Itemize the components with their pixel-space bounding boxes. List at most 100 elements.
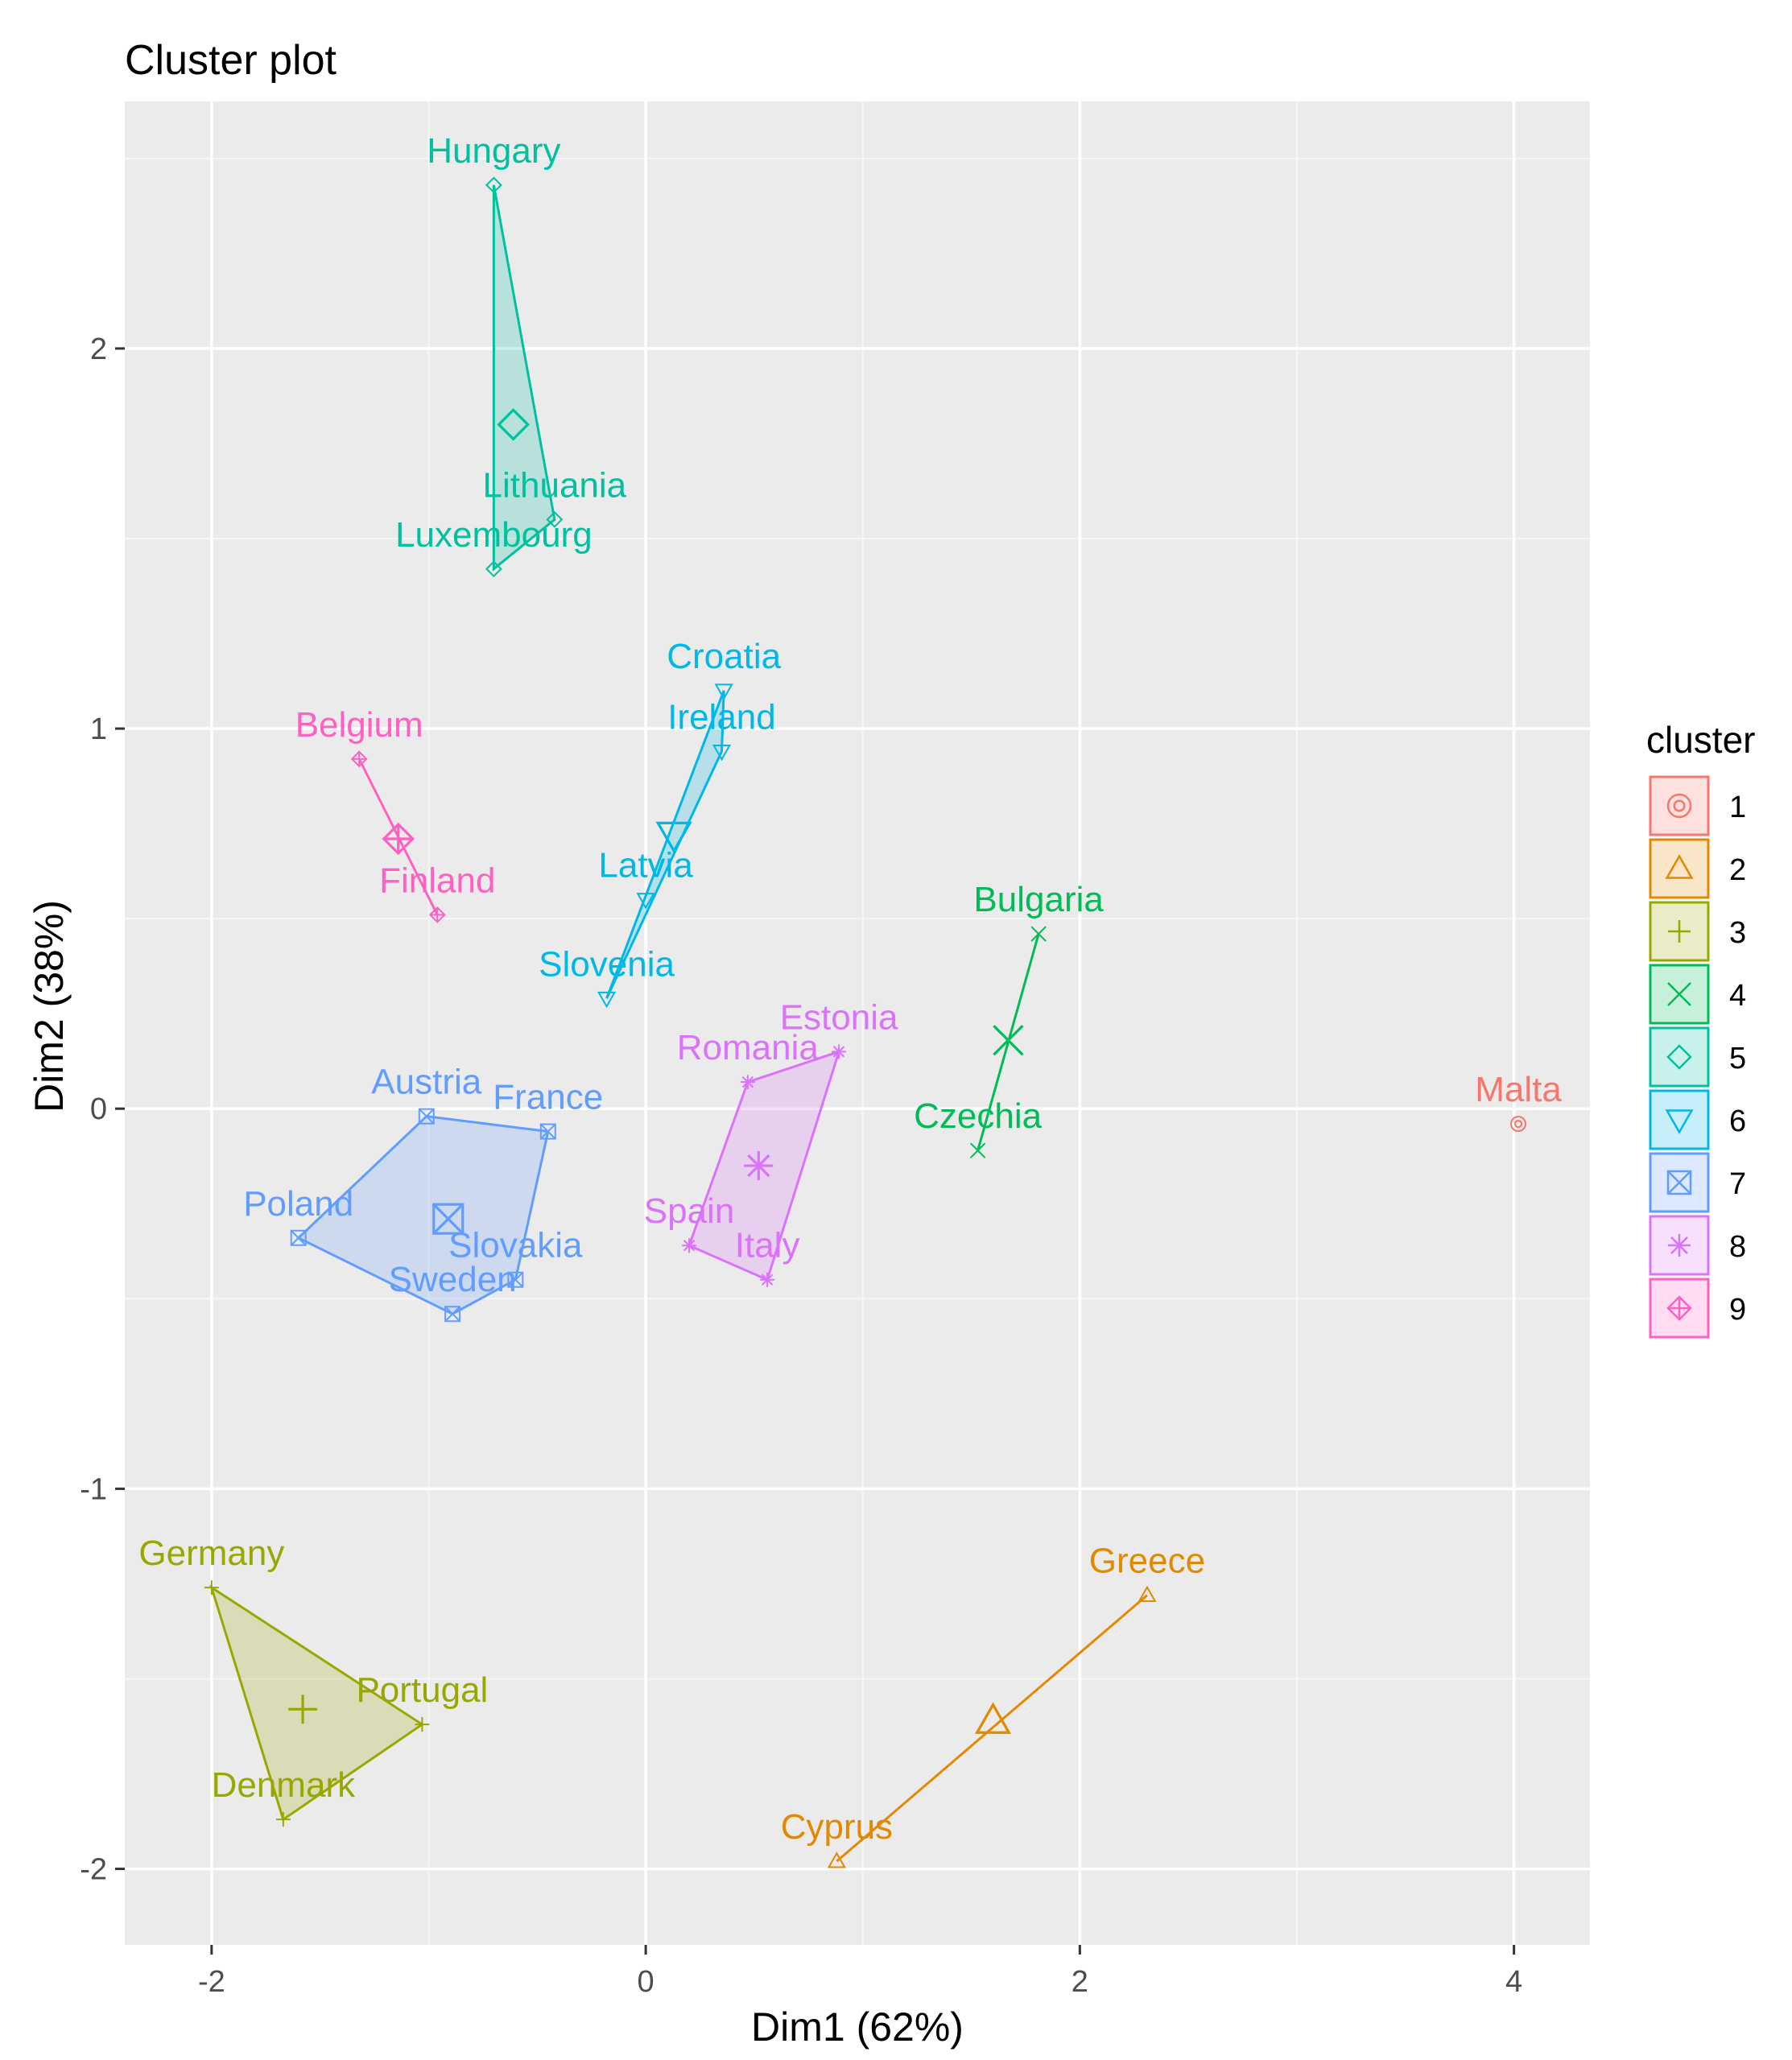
legend-label: 8 xyxy=(1729,1230,1746,1264)
marker-x xyxy=(993,1025,1024,1056)
legend-key-1: 1 xyxy=(1649,775,1746,836)
cluster-center-4 xyxy=(993,1025,1024,1056)
marker-x xyxy=(1667,982,1691,1006)
marker-ring xyxy=(1666,793,1692,819)
y-tick-label: -2 xyxy=(80,1853,107,1887)
point-czechia xyxy=(969,1142,986,1158)
label-lithuania: Lithuania xyxy=(483,465,627,505)
cluster-center-8 xyxy=(744,1151,774,1181)
label-romania: Romania xyxy=(677,1028,820,1067)
cluster-center-7 xyxy=(432,1203,465,1235)
point-portugal xyxy=(415,1717,430,1732)
marker-diamond-plus xyxy=(1668,1297,1691,1319)
point-italy xyxy=(760,1272,775,1287)
marker-triangle-down xyxy=(1665,1109,1694,1134)
marker-square-cross xyxy=(540,1123,556,1140)
label-denmark: Denmark xyxy=(212,1765,356,1805)
marker-diamond-plus xyxy=(430,907,445,923)
marker-square-cross xyxy=(290,1230,307,1246)
marker-square-cross xyxy=(432,1203,464,1235)
legend-key-6: 6 xyxy=(1649,1089,1746,1150)
point-luxembourg xyxy=(485,560,502,578)
cluster-center-2 xyxy=(974,1702,1012,1734)
point-finland xyxy=(428,906,446,923)
major-gridlines xyxy=(125,101,1590,1945)
cluster-center-9 xyxy=(382,822,415,856)
marker-square xyxy=(539,1123,556,1140)
legend-label: 7 xyxy=(1729,1167,1746,1201)
marker-square-cross xyxy=(419,1108,435,1125)
cluster-center-5 xyxy=(497,408,530,441)
marker-plus xyxy=(204,1580,219,1596)
plot-panel xyxy=(125,101,1590,1945)
x-tick-label: 4 xyxy=(1505,1965,1522,1999)
cluster-hull-4 xyxy=(977,933,1040,1151)
marker-asterisk xyxy=(760,1272,775,1287)
point-greece xyxy=(1138,1585,1157,1603)
marker-triangle xyxy=(1665,854,1694,879)
legend-marker xyxy=(1666,793,1692,819)
label-portugal: Portugal xyxy=(356,1670,488,1710)
marker-inner-ring xyxy=(1513,1120,1523,1129)
legend-marker xyxy=(1665,854,1694,879)
marker-diamond xyxy=(497,408,530,441)
marker-square xyxy=(507,1271,524,1288)
label-latvia: Latvia xyxy=(598,846,693,886)
point-spain xyxy=(682,1238,697,1253)
legend: cluster 1 2 3 4 5 6 7 8 9 xyxy=(1646,719,1755,1339)
marker-triangle-down xyxy=(597,991,617,1009)
label-czechia: Czechia xyxy=(914,1096,1042,1136)
cluster-center-6 xyxy=(655,821,692,854)
marker-asterisk xyxy=(682,1238,697,1253)
marker-square-cross xyxy=(444,1306,460,1322)
cluster-hull-3 xyxy=(209,1584,425,1822)
data-points xyxy=(204,176,1527,1868)
marker-triangle-down xyxy=(636,893,655,910)
label-spain: Spain xyxy=(644,1191,735,1231)
point-poland xyxy=(290,1229,307,1246)
point-malta xyxy=(1510,1116,1527,1133)
label-slovakia: Slovakia xyxy=(448,1226,583,1265)
legend-marker xyxy=(1668,1234,1691,1257)
point-france xyxy=(539,1123,556,1140)
point-denmark xyxy=(275,1812,291,1827)
marker-ring xyxy=(1510,1116,1527,1133)
label-france: France xyxy=(493,1078,603,1117)
marker-asterisk xyxy=(832,1044,847,1059)
marker-diamond xyxy=(485,176,502,194)
legend-key-4: 4 xyxy=(1649,964,1746,1025)
point-germany xyxy=(204,1580,219,1596)
point-slovenia xyxy=(597,991,617,1009)
legend-swatch xyxy=(1649,1026,1710,1088)
label-poland: Poland xyxy=(243,1184,353,1224)
x-tick-label: 2 xyxy=(1071,1965,1088,1999)
point-bulgaria xyxy=(1030,926,1047,942)
x-tick-label: -2 xyxy=(198,1965,225,1999)
minor-gridlines xyxy=(125,101,1590,1945)
point-hungary xyxy=(485,176,502,194)
chart-title: Cluster plot xyxy=(125,37,337,84)
point-romania xyxy=(740,1075,755,1090)
label-malta: Malta xyxy=(1475,1070,1562,1109)
legend-key-9: 9 xyxy=(1649,1278,1746,1339)
point-ireland xyxy=(712,744,732,762)
marker-square xyxy=(290,1229,307,1246)
legend-marker xyxy=(1666,1170,1692,1195)
legend-marker xyxy=(1665,1109,1694,1134)
legend-label: 3 xyxy=(1729,916,1746,950)
marker-diamond-plus xyxy=(352,751,367,766)
marker-square xyxy=(444,1306,461,1323)
label-hungary: Hungary xyxy=(427,131,560,171)
y-tick-label: 2 xyxy=(90,332,107,366)
point-labels: Malta Greece Cyprus Germany Portugal Denmark B… xyxy=(138,131,1562,1847)
label-luxembourg: Luxembourg xyxy=(395,515,593,555)
point-estonia xyxy=(832,1044,847,1059)
marker-triangle xyxy=(974,1702,1012,1734)
marker-plus xyxy=(288,1695,318,1724)
label-belgium: Belgium xyxy=(295,705,423,745)
y-axis-label: Dim2 (38%) xyxy=(27,900,72,1113)
cluster-hull-2 xyxy=(836,1594,1148,1863)
marker-triangle xyxy=(1138,1585,1157,1603)
legend-title: cluster xyxy=(1646,719,1755,761)
point-croatia xyxy=(714,683,733,700)
